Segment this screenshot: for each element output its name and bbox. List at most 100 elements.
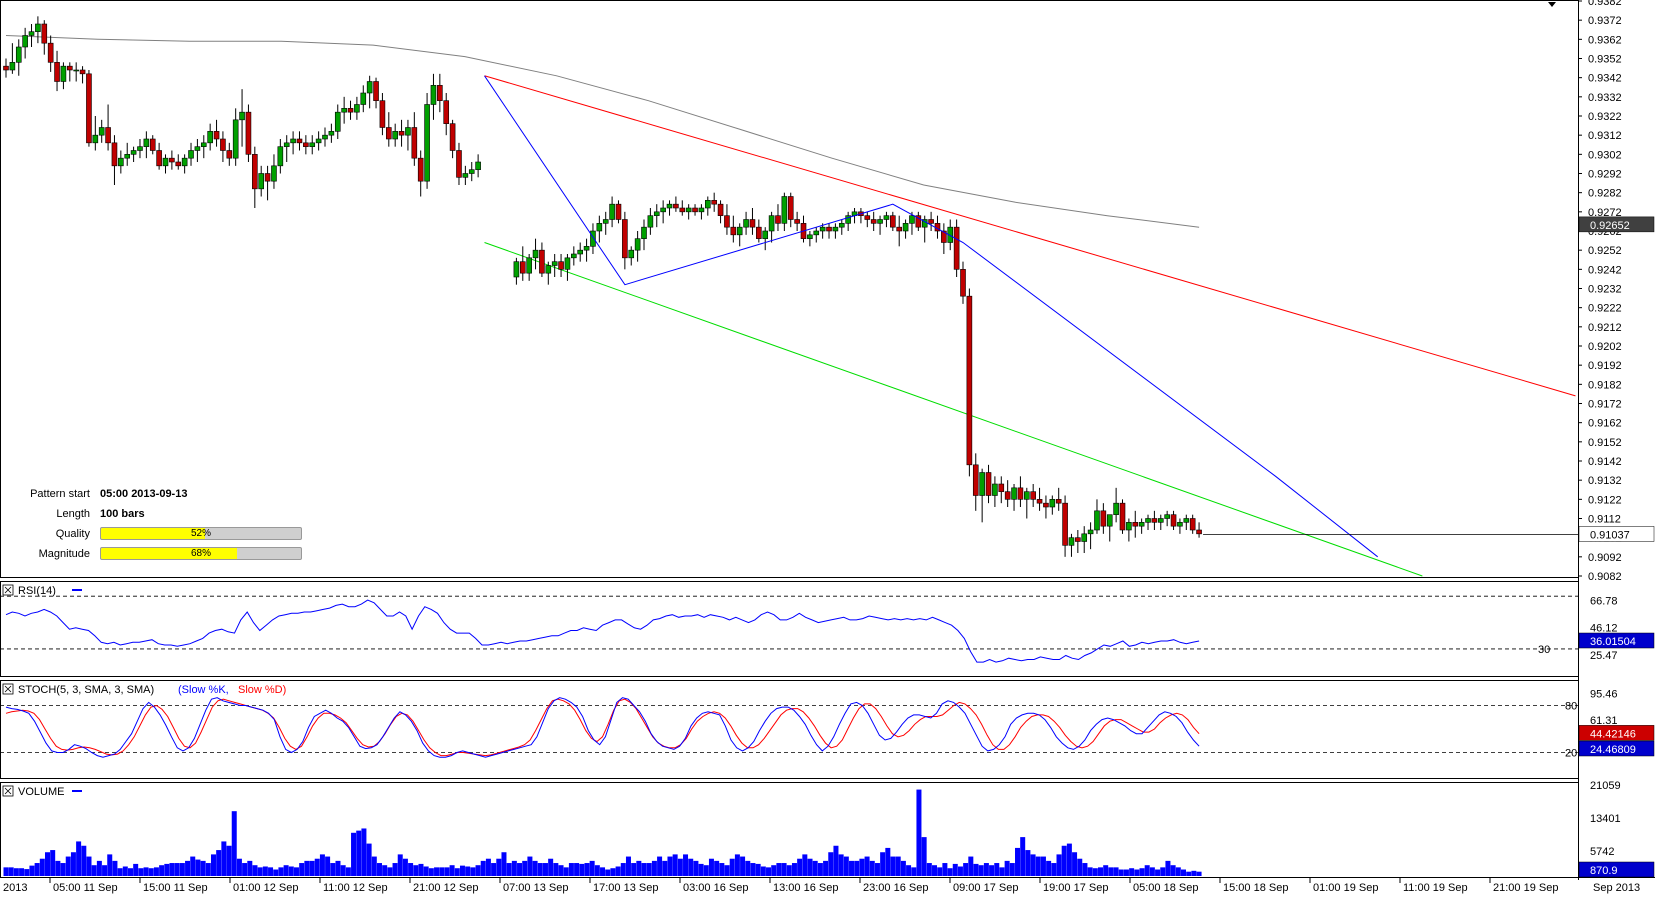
volume-bar	[185, 860, 191, 876]
volume-bar	[465, 866, 471, 876]
candle-bearish	[1189, 518, 1196, 531]
candle-bearish	[54, 62, 60, 82]
candle-bullish	[194, 146, 201, 151]
volume-bar	[428, 868, 434, 876]
volume-bar	[672, 854, 678, 876]
candle-bearish	[558, 261, 564, 270]
time-tick-label: 09:00 17 Sep	[953, 882, 1018, 894]
volume-bar	[252, 865, 258, 876]
candle-bullish	[838, 223, 845, 228]
volume-bar	[802, 854, 808, 876]
price-tick-label: 0.9362	[1588, 34, 1622, 46]
candle-bullish	[328, 131, 335, 136]
length-label: Length	[56, 508, 90, 520]
volume-bar	[791, 863, 797, 876]
candle-bearish	[398, 131, 405, 136]
volume-bar	[309, 860, 315, 876]
volume-bar	[615, 866, 621, 876]
volume-bar	[740, 856, 746, 876]
candle-bearish	[870, 219, 877, 224]
volume-bar	[568, 863, 574, 876]
volume-bar	[55, 860, 61, 876]
candle-bearish	[220, 138, 226, 151]
volume-bar	[1160, 867, 1166, 876]
candle-bearish	[1036, 499, 1043, 504]
volume-bar	[781, 863, 787, 876]
time-tick-label: 23:00 16 Sep	[863, 882, 928, 894]
candle-bullish	[883, 215, 890, 220]
candle-bullish	[979, 472, 985, 496]
volume-bar	[19, 868, 25, 876]
candle-bullish	[124, 154, 131, 159]
volume-bar	[750, 863, 756, 876]
volume-bar	[102, 865, 108, 876]
price-tick-label: 0.9142	[1588, 456, 1622, 468]
candle-bullish	[283, 142, 290, 147]
volume-bar	[1020, 837, 1026, 876]
volume-bar	[13, 868, 19, 876]
candle-bearish	[794, 219, 800, 224]
volume-bar	[195, 859, 201, 876]
candle-bearish	[890, 215, 896, 228]
volume-bar	[812, 860, 818, 876]
magnitude-label: Magnitude	[38, 548, 90, 560]
candle-bullish	[545, 265, 552, 274]
volume-bar	[39, 858, 45, 876]
candle-bullish	[430, 85, 437, 105]
candle-bearish	[1170, 514, 1177, 527]
candle-bearish	[449, 123, 456, 151]
volume-bar	[574, 863, 580, 876]
price-tick-label: 0.9092	[1588, 552, 1622, 564]
volume-bar	[983, 863, 989, 876]
candle-bearish	[1196, 529, 1202, 535]
time-tick-label: 2013	[3, 882, 27, 894]
volume-bar	[911, 867, 917, 876]
volume-bar	[952, 863, 958, 876]
volume-bar	[1170, 865, 1176, 876]
candle-bullish	[513, 261, 520, 278]
price-tick-label: 0.9302	[1588, 149, 1622, 161]
candle-bullish	[583, 246, 590, 251]
volume-tick-label: 5742	[1590, 846, 1614, 858]
volume-bar	[900, 860, 906, 876]
volume-bar	[620, 863, 626, 876]
volume-bar	[797, 858, 803, 876]
volume-bar	[1155, 869, 1161, 876]
price-tick-label: 0.9212	[1588, 322, 1622, 334]
time-tick-label: 05:00 11 Sep	[53, 882, 118, 894]
volume-tick-label: 21059	[1590, 780, 1621, 792]
volume-bar	[657, 856, 663, 876]
volume-bar	[823, 860, 829, 876]
candle-bullish	[704, 200, 711, 209]
volume-bar	[1129, 868, 1135, 876]
volume-bar	[760, 866, 766, 876]
candle-bearish	[1017, 487, 1024, 500]
candle-bearish	[47, 42, 54, 63]
volume-bar	[216, 850, 222, 876]
volume-bar	[117, 868, 123, 876]
volume-bar	[662, 860, 668, 876]
candle-bearish	[1062, 502, 1068, 546]
volume-bar	[454, 868, 460, 876]
volume-bar	[1061, 845, 1067, 876]
candle-bullish	[628, 249, 635, 259]
volume-bar	[190, 856, 196, 876]
volume-bar	[838, 854, 844, 876]
candle-bullish	[596, 223, 603, 232]
candle-bearish	[156, 150, 162, 167]
volume-bar	[859, 858, 865, 876]
candle-bearish	[3, 65, 9, 71]
volume-bar	[1051, 863, 1057, 876]
price-tick-label: 0.9192	[1588, 360, 1622, 372]
volume-bar	[968, 856, 974, 876]
candle-bullish	[634, 238, 641, 251]
volume-bar	[50, 850, 56, 876]
candle-bullish	[271, 165, 277, 182]
volume-bar	[932, 865, 938, 876]
volume-bar	[397, 854, 403, 876]
candle-bullish	[666, 203, 673, 209]
candle-bullish	[762, 230, 769, 239]
volume-bar	[957, 866, 963, 876]
candle-bearish	[972, 464, 979, 496]
